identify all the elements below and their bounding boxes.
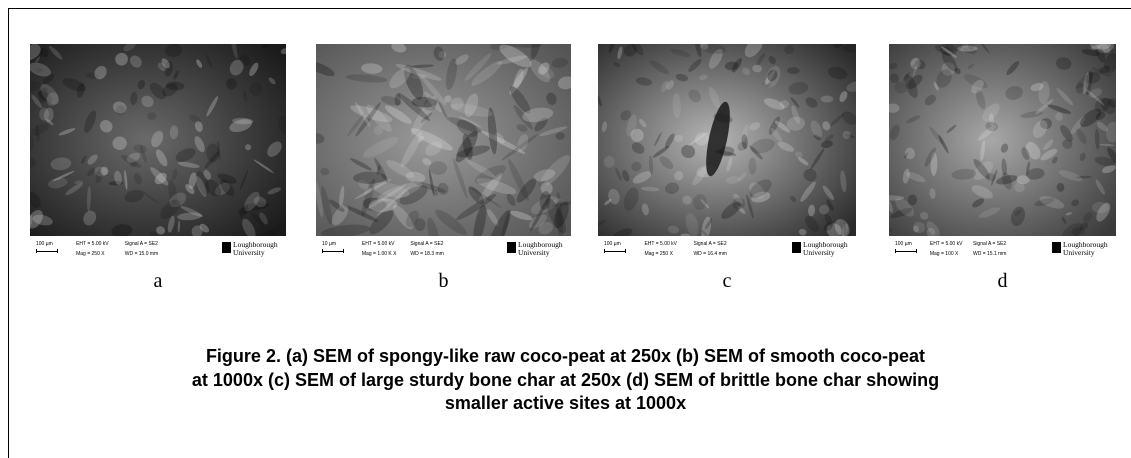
scale-bar <box>322 249 344 253</box>
mag-label: Mag = 100 X <box>930 251 959 257</box>
scale-bar <box>895 249 917 253</box>
micrograph <box>316 44 571 236</box>
eht-label: EHT = 5.00 kV <box>362 241 395 247</box>
sem-image: 10 µm EHT = 5.00 kV Mag = 1.00 K X Signal A… <box>316 44 571 262</box>
info-bar: 100 µm EHT = 5.00 kV Mag = 100 X Signal A =… <box>889 236 1116 262</box>
wd-label: WD = 18.3 mm <box>410 251 443 257</box>
scale-label: 100 µm <box>895 241 912 247</box>
micrograph <box>598 44 856 236</box>
logo-mark <box>792 242 801 253</box>
caption-line: smaller active sites at 1000x <box>0 393 1131 414</box>
page: 100 µm EHT = 5.00 kV Mag = 250 X Signal A =… <box>0 0 1131 458</box>
wd-label: WD = 15.1 mm <box>973 251 1006 257</box>
panel-label: d <box>889 270 1116 293</box>
logo-text: University <box>1063 249 1095 257</box>
scale-label: 10 µm <box>322 241 336 247</box>
caption-line: Figure 2. (a) SEM of spongy-like raw coc… <box>0 346 1131 367</box>
sem-image: 100 µm EHT = 5.00 kV Mag = 250 X Signal A =… <box>598 44 856 262</box>
logo-text: University <box>803 249 835 257</box>
logo-mark <box>507 242 516 253</box>
info-bar: 100 µm EHT = 5.00 kV Mag = 250 X Signal A =… <box>598 236 856 262</box>
scale-label: 100 µm <box>36 241 53 247</box>
scale-bar <box>36 249 58 253</box>
eht-label: EHT = 5.00 kV <box>76 241 109 247</box>
mag-label: Mag = 250 X <box>644 251 673 257</box>
info-bar: 100 µm EHT = 5.00 kV Mag = 250 X Signal A =… <box>30 236 286 262</box>
frame-line <box>8 8 9 458</box>
panel-label: b <box>316 270 571 293</box>
signal-label: Signal A = SE2 <box>125 241 158 247</box>
scale-label: 100 µm <box>604 241 621 247</box>
panel-label: c <box>598 270 856 293</box>
signal-label: Signal A = SE2 <box>410 241 443 247</box>
scale-bar <box>604 249 626 253</box>
wd-label: WD = 15.0 mm <box>125 251 158 257</box>
signal-label: Signal A = SE2 <box>973 241 1006 247</box>
logo-text: University <box>518 249 550 257</box>
caption-line: at 1000x (c) SEM of large sturdy bone ch… <box>0 370 1131 391</box>
logo-mark <box>1052 242 1061 253</box>
micrograph <box>889 44 1116 236</box>
mag-label: Mag = 250 X <box>76 251 105 257</box>
frame-line <box>8 8 1131 9</box>
eht-label: EHT = 5.00 kV <box>930 241 963 247</box>
signal-label: Signal A = SE2 <box>693 241 726 247</box>
sem-image: 100 µm EHT = 5.00 kV Mag = 100 X Signal A =… <box>889 44 1116 262</box>
sem-image: 100 µm EHT = 5.00 kV Mag = 250 X Signal A =… <box>30 44 286 262</box>
info-bar: 10 µm EHT = 5.00 kV Mag = 1.00 K X Signal A… <box>316 236 571 262</box>
panel-label: a <box>30 270 286 293</box>
mag-label: Mag = 1.00 K X <box>362 251 397 257</box>
logo-mark <box>222 242 231 253</box>
logo-text: University <box>233 249 265 257</box>
micrograph <box>30 44 286 236</box>
wd-label: WD = 16.4 mm <box>693 251 726 257</box>
eht-label: EHT = 5.00 kV <box>644 241 677 247</box>
